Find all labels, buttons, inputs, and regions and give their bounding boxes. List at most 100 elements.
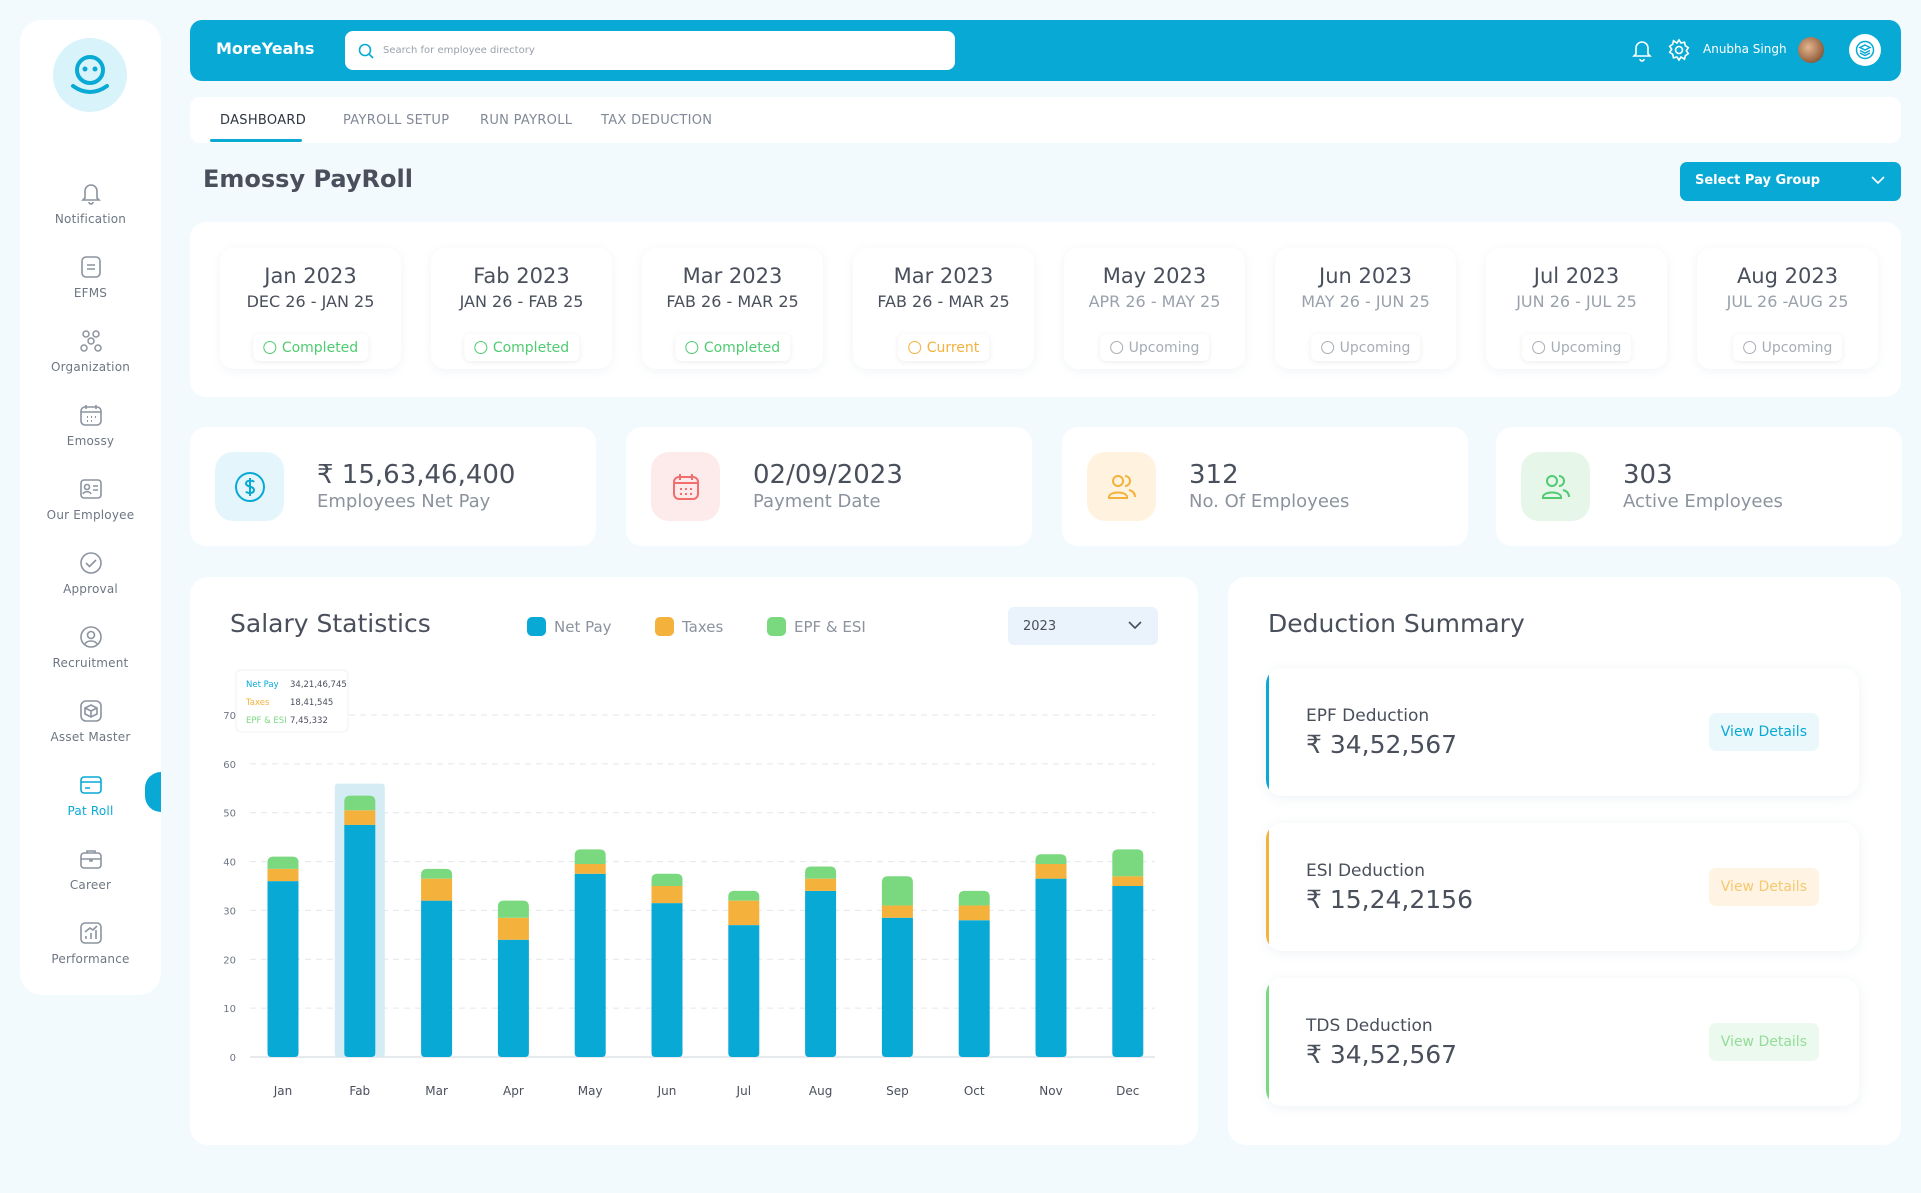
period-month: May 2023 bbox=[1102, 264, 1207, 288]
sidebar-item-label: Asset Master bbox=[50, 730, 131, 744]
period-card[interactable]: May 2023 APR 26 - MAY 25 Upcoming bbox=[1064, 248, 1245, 369]
bar-segment bbox=[344, 795, 376, 811]
stat-value: ₹ 15,63,46,400 bbox=[317, 460, 516, 490]
period-card[interactable]: Aug 2023 JUL 26 -AUG 25 Upcoming bbox=[1697, 248, 1878, 369]
period-month: Jun 2023 bbox=[1319, 264, 1412, 288]
period-card[interactable]: Jun 2023 MAY 26 - JUN 25 Upcoming bbox=[1275, 248, 1456, 369]
status-label: Upcoming bbox=[1761, 339, 1833, 356]
y-tick-label: 70 bbox=[223, 711, 236, 722]
tooltip-series-label: EPF & ESI bbox=[246, 716, 287, 726]
sidebar-item-label: Notification bbox=[54, 212, 127, 226]
sidebar-item-emossy[interactable]: Emossy bbox=[20, 402, 161, 472]
dollar-icon bbox=[234, 471, 265, 502]
y-tick-label: 50 bbox=[223, 809, 236, 820]
sidebar-item-recruitment[interactable]: Recruitment bbox=[20, 624, 161, 694]
top-header: MoreYeahs Anubha Singh bbox=[190, 20, 1901, 81]
sidebar-item-efms[interactable]: EFMS bbox=[20, 254, 161, 324]
period-card[interactable]: Jan 2023 DEC 26 - JAN 25 Completed bbox=[220, 248, 401, 369]
sidebar-item-career[interactable]: Career bbox=[20, 846, 161, 916]
bell-icon bbox=[80, 184, 101, 205]
search-input[interactable] bbox=[345, 31, 955, 70]
view-details-button[interactable]: View Details bbox=[1708, 713, 1819, 751]
sidebar-item-organization[interactable]: Organization bbox=[20, 328, 161, 398]
apps-button[interactable] bbox=[1849, 34, 1881, 66]
period-card[interactable]: Mar 2023 FAB 26 - MAR 25 Completed bbox=[642, 248, 823, 369]
sidebar: Notification EFMS Organization Emossy Ou… bbox=[20, 20, 161, 995]
gear-icon[interactable] bbox=[1667, 38, 1691, 62]
tab-dashboard[interactable]: DASHBOARD bbox=[220, 113, 307, 128]
x-tick-label: Nov bbox=[1039, 1084, 1062, 1098]
period-range: DEC 26 - JAN 25 bbox=[246, 292, 375, 311]
tooltip-value: 34,21,46,745 bbox=[290, 680, 347, 690]
accent-bar bbox=[1266, 978, 1269, 1106]
tab-payroll-setup[interactable]: PAYROLL SETUP bbox=[343, 113, 450, 128]
deduction-title: EPF Deduction bbox=[1306, 706, 1430, 726]
stat-icon-wrap bbox=[651, 452, 720, 521]
deduction-value: ₹ 34,52,567 bbox=[1306, 730, 1458, 759]
sidebar-item-approval[interactable]: Approval bbox=[20, 550, 161, 620]
tab-run-payroll[interactable]: RUN PAYROLL bbox=[480, 113, 573, 128]
check-circle-icon bbox=[262, 341, 276, 354]
sidebar-item-pat-roll[interactable]: Pat Roll bbox=[20, 772, 161, 842]
period-range: FAB 26 - MAR 25 bbox=[877, 292, 1010, 311]
deduction-value: ₹ 34,52,567 bbox=[1306, 1040, 1458, 1069]
salary-statistics-card: Salary Statistics Net Pay Taxes EPF & ES… bbox=[190, 577, 1198, 1145]
year-select[interactable]: 2023 bbox=[1008, 607, 1158, 645]
bar-segment bbox=[421, 878, 453, 901]
period-card[interactable]: Fab 2023 JAN 26 - FAB 25 Completed bbox=[431, 248, 612, 369]
logo[interactable] bbox=[53, 38, 127, 112]
legend-swatch bbox=[527, 617, 546, 636]
status-badge: Upcoming bbox=[1521, 334, 1632, 361]
deduction-summary-card: Deduction Summary EPF Deduction ₹ 34,52,… bbox=[1228, 577, 1901, 1145]
sidebar-item-asset-master[interactable]: Asset Master bbox=[20, 698, 161, 768]
avatar[interactable] bbox=[1798, 37, 1824, 63]
bar-segment bbox=[881, 876, 913, 906]
tab-tax-deduction[interactable]: TAX DEDUCTION bbox=[601, 113, 713, 128]
bar-segment bbox=[881, 905, 913, 918]
bar-segment bbox=[497, 900, 529, 918]
legend-label: Net Pay bbox=[554, 617, 612, 636]
sidebar-item-label: Pat Roll bbox=[67, 804, 114, 818]
legend-item: EPF & ESI bbox=[767, 617, 866, 636]
accent-bar bbox=[1266, 823, 1269, 951]
period-card[interactable]: Jul 2023 JUN 26 - JUL 25 Upcoming bbox=[1486, 248, 1667, 369]
period-range: JUN 26 - JUL 25 bbox=[1516, 292, 1637, 311]
tab-bar: DASHBOARD PAYROLL SETUP RUN PAYROLL TAX … bbox=[190, 97, 1901, 143]
view-details-button[interactable]: View Details bbox=[1708, 868, 1819, 906]
y-tick-label: 60 bbox=[223, 760, 236, 771]
sidebar-item-notification[interactable]: Notification bbox=[20, 180, 161, 250]
bell-icon[interactable] bbox=[1631, 38, 1653, 62]
user-circle-icon bbox=[79, 626, 102, 648]
period-month: Mar 2023 bbox=[893, 264, 994, 288]
user-name[interactable]: Anubha Singh bbox=[1703, 42, 1787, 56]
view-details-button[interactable]: View Details bbox=[1708, 1023, 1819, 1061]
tooltip-value: 18,41,545 bbox=[290, 698, 333, 708]
bar-segment bbox=[881, 917, 913, 1057]
calendar-icon bbox=[79, 405, 102, 426]
bar-segment bbox=[497, 939, 529, 1057]
deduction-title: ESI Deduction bbox=[1306, 861, 1425, 881]
tooltip-pointer bbox=[352, 732, 367, 739]
accent-bar bbox=[1266, 668, 1269, 796]
select-pay-group-dropdown[interactable]: Select Pay Group bbox=[1680, 162, 1901, 201]
stat-label: Payment Date bbox=[753, 491, 881, 512]
pending-icon bbox=[1531, 341, 1545, 354]
period-card[interactable]: Mar 2023 FAB 26 - MAR 25 Current bbox=[853, 248, 1034, 369]
sidebar-item-label: Career bbox=[69, 878, 112, 892]
stat-label: Active Employees bbox=[1623, 491, 1783, 512]
period-month: Jul 2023 bbox=[1533, 264, 1620, 288]
legend-item: Net Pay bbox=[527, 617, 612, 636]
bar-segment bbox=[651, 873, 683, 886]
bar-segment bbox=[805, 878, 837, 891]
period-month: Aug 2023 bbox=[1736, 264, 1839, 288]
bar-segment bbox=[651, 886, 683, 904]
pending-icon bbox=[1109, 341, 1123, 354]
sidebar-item-performance[interactable]: Performance bbox=[20, 920, 161, 990]
bar-segment bbox=[497, 917, 529, 940]
y-tick-label: 30 bbox=[223, 906, 236, 917]
sidebar-item-label: Performance bbox=[51, 952, 130, 966]
period-range: FAB 26 - MAR 25 bbox=[666, 292, 799, 311]
stat-active-employees: 303 Active Employees bbox=[1496, 427, 1902, 546]
sidebar-item-our-employee[interactable]: Our Employee bbox=[20, 476, 161, 546]
clock-icon bbox=[907, 341, 921, 354]
